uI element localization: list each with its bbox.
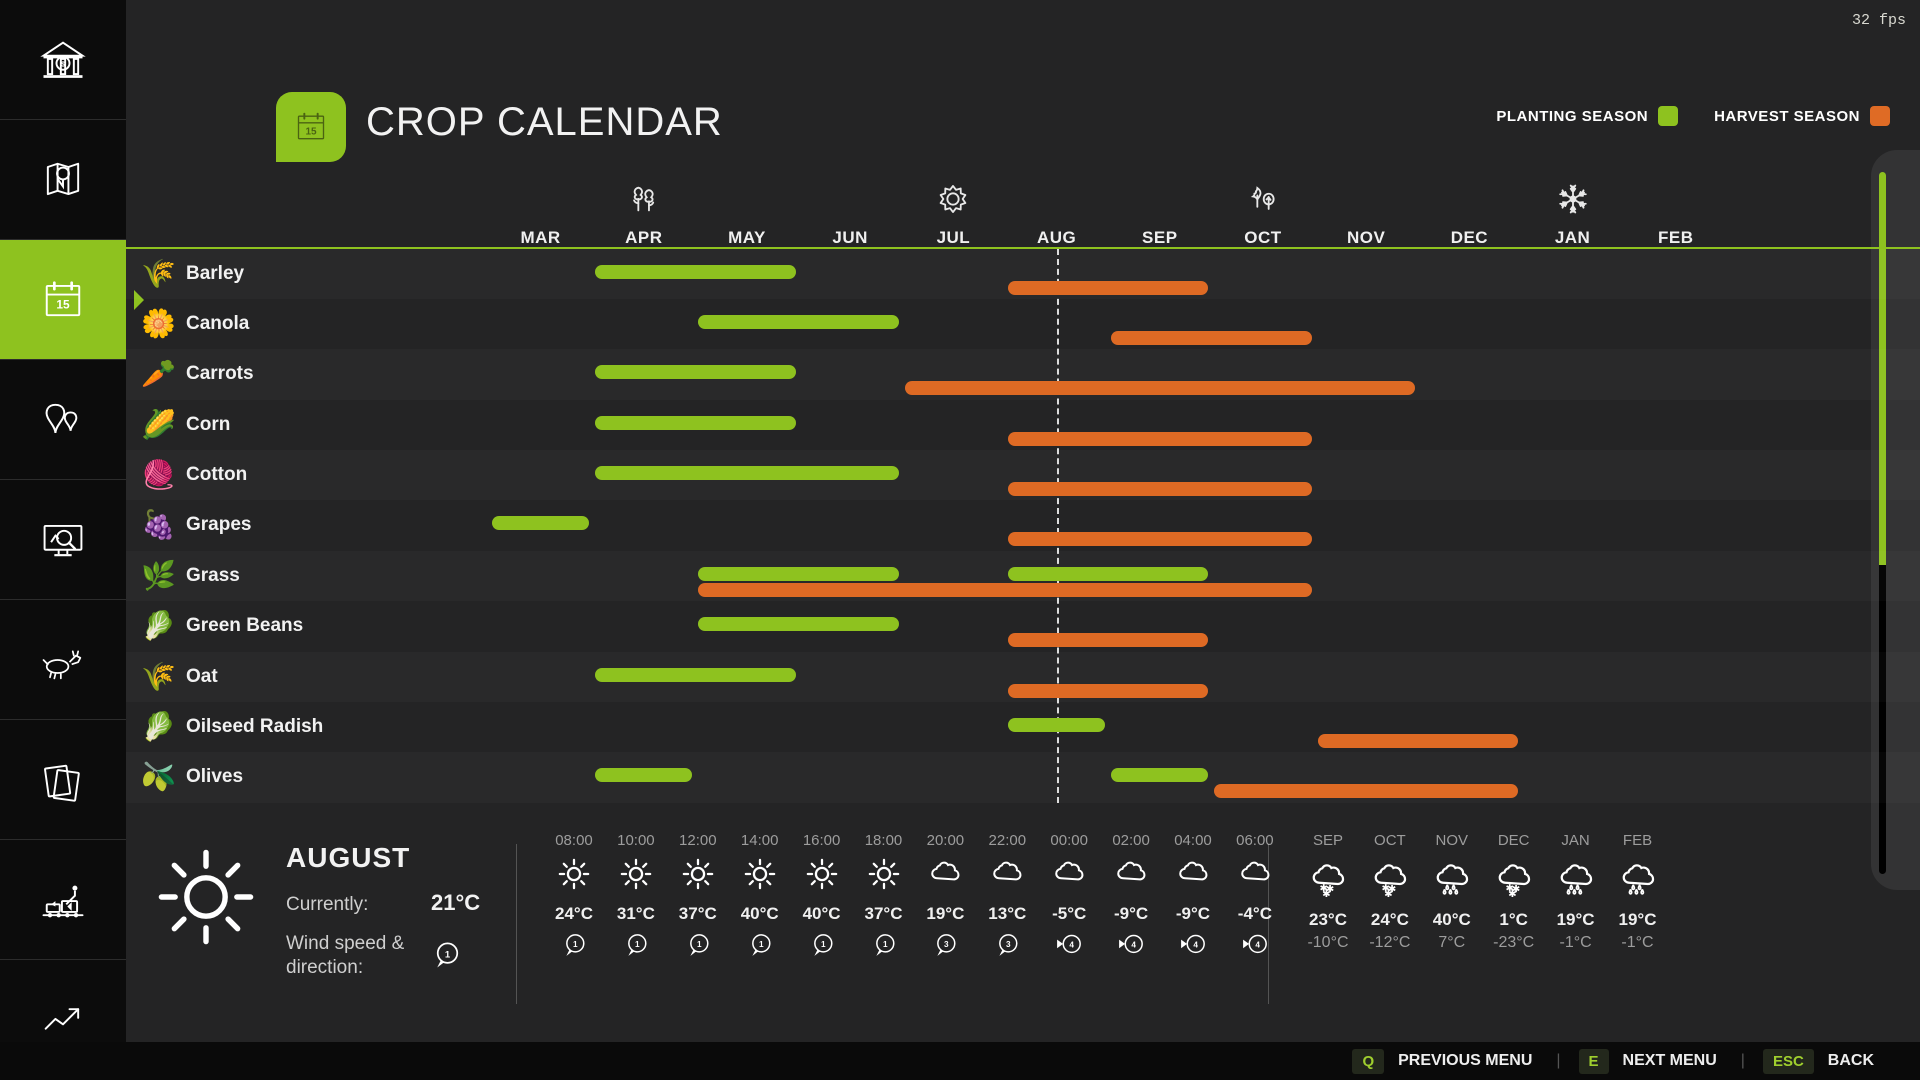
svg-text:1: 1 [883, 940, 888, 949]
svg-text:15: 15 [305, 127, 317, 138]
svg-text:3: 3 [944, 940, 949, 949]
svg-text:1: 1 [573, 940, 578, 949]
svg-text:1: 1 [759, 940, 764, 949]
svg-text:1: 1 [445, 949, 451, 960]
svg-text:15: 15 [56, 297, 70, 311]
svg-text:4: 4 [1255, 940, 1260, 949]
svg-text:3: 3 [1006, 940, 1011, 949]
svg-text:1: 1 [635, 940, 640, 949]
svg-text:4: 4 [1070, 940, 1075, 949]
svg-text:1: 1 [821, 940, 826, 949]
svg-text:1: 1 [697, 940, 702, 949]
svg-text:4: 4 [1193, 940, 1198, 949]
svg-text:4: 4 [1132, 940, 1137, 949]
